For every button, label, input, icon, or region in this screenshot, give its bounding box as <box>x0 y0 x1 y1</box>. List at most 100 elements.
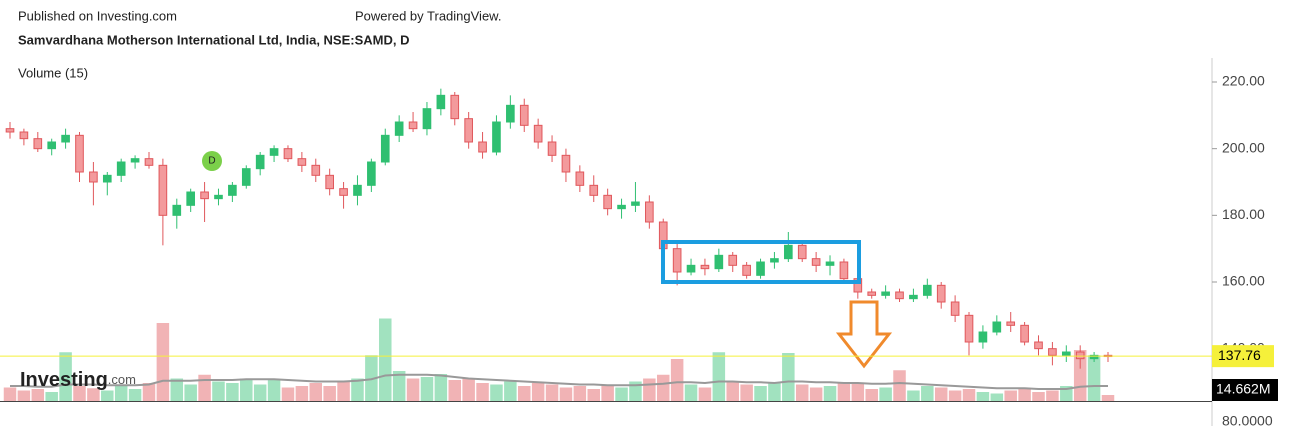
volume-bar <box>240 378 253 401</box>
candle-body <box>186 191 196 206</box>
candle-body <box>75 134 84 173</box>
volume-bar <box>1087 355 1101 401</box>
candle-body <box>909 294 918 300</box>
last-volume-box <box>1212 379 1278 402</box>
candle-body <box>200 191 209 200</box>
volume-bar <box>1018 389 1031 401</box>
candle-body <box>714 254 724 270</box>
volume-bar <box>3 387 17 401</box>
volume-bar <box>323 386 336 401</box>
candle-body <box>144 158 154 166</box>
volume-bar <box>1004 390 1017 401</box>
candle-body <box>950 301 960 316</box>
volume-bar <box>893 370 906 401</box>
volume-bar <box>128 389 142 401</box>
candle-body <box>728 254 738 266</box>
candle-body <box>33 138 43 150</box>
candle-body <box>1034 341 1043 350</box>
volume-bar <box>309 383 323 401</box>
candle-body <box>297 158 307 166</box>
volume-bar <box>948 390 962 401</box>
candle-body <box>1020 324 1029 343</box>
candle-body <box>422 108 432 130</box>
chart-title: Samvardhana Motherson International Ltd,… <box>18 32 410 47</box>
volume-bar <box>295 386 309 401</box>
volume-bar <box>448 380 462 401</box>
volume-bar <box>934 387 948 401</box>
volume-bar <box>670 359 684 401</box>
volume-bar <box>434 374 448 401</box>
candle-body <box>1061 351 1071 356</box>
volume-bar <box>517 386 531 401</box>
volume-bar <box>212 381 225 401</box>
volume-bar <box>337 381 350 401</box>
y-tick-label: 200.00 <box>1222 139 1265 155</box>
candle-body <box>519 104 529 126</box>
candle-body <box>61 134 70 143</box>
candle-body <box>89 171 98 183</box>
volume-bar <box>851 383 865 401</box>
volume-bar <box>114 384 128 401</box>
candle-body <box>686 264 696 273</box>
candle-body <box>492 121 501 153</box>
volume-ma-line <box>10 373 1108 390</box>
candle-body <box>1075 351 1085 360</box>
volume-bar <box>643 378 656 401</box>
volume-bar <box>782 353 795 401</box>
logo-suffix: .com <box>108 372 136 387</box>
last-price-label: 137.76 <box>1218 347 1261 363</box>
candle-body <box>241 168 251 186</box>
candle-body <box>450 94 460 120</box>
volume-bar <box>837 383 851 401</box>
y-tick-label: 220.00 <box>1222 73 1265 89</box>
last-volume-label: 14.662M <box>1216 381 1270 397</box>
candle-body <box>394 121 404 136</box>
candle-body <box>992 321 1002 333</box>
volume-bar <box>698 387 712 401</box>
candle-body <box>547 141 557 156</box>
volume-bar <box>1101 395 1115 401</box>
volume-bar <box>656 374 670 401</box>
candle-body <box>603 194 612 210</box>
volume-bar <box>545 384 559 401</box>
candle-body <box>978 331 988 343</box>
last-price-box <box>1212 345 1274 368</box>
volume-bar <box>476 383 489 401</box>
volume-bar <box>253 384 267 401</box>
volume-bar <box>365 355 378 401</box>
candle-body <box>1048 348 1057 356</box>
y-tick-label: 160.00 <box>1222 273 1265 289</box>
volume-bar <box>504 381 517 401</box>
candle-body <box>617 204 626 210</box>
candle-body <box>825 261 835 266</box>
candle-body <box>797 244 807 260</box>
volume-bar <box>490 384 503 401</box>
candle-body <box>255 154 265 170</box>
volume-bar <box>573 386 587 401</box>
candle-body <box>311 164 321 176</box>
volume-bar <box>420 377 434 401</box>
candle-body <box>228 184 237 196</box>
candle-body <box>269 148 279 156</box>
volume-bar <box>768 383 781 401</box>
candle-body <box>408 121 418 130</box>
bottom-axis-label: 80.0000 <box>1222 413 1273 426</box>
volume-bar <box>59 352 72 401</box>
volume-bar <box>754 386 767 401</box>
volume-bar <box>45 392 58 401</box>
volume-bar <box>907 390 920 401</box>
volume-bar <box>156 323 170 401</box>
candle-body <box>756 261 765 276</box>
candle-body <box>964 314 974 343</box>
volume-bar <box>684 384 698 401</box>
candle-body <box>867 291 877 296</box>
volume-bar <box>809 387 823 401</box>
volume-bar <box>559 387 573 401</box>
volume-bar <box>615 387 628 401</box>
candle-body <box>506 104 515 123</box>
volume-bar <box>226 383 239 401</box>
candle-body <box>895 291 904 300</box>
candle-body <box>672 248 682 273</box>
volume-bar <box>142 383 156 401</box>
